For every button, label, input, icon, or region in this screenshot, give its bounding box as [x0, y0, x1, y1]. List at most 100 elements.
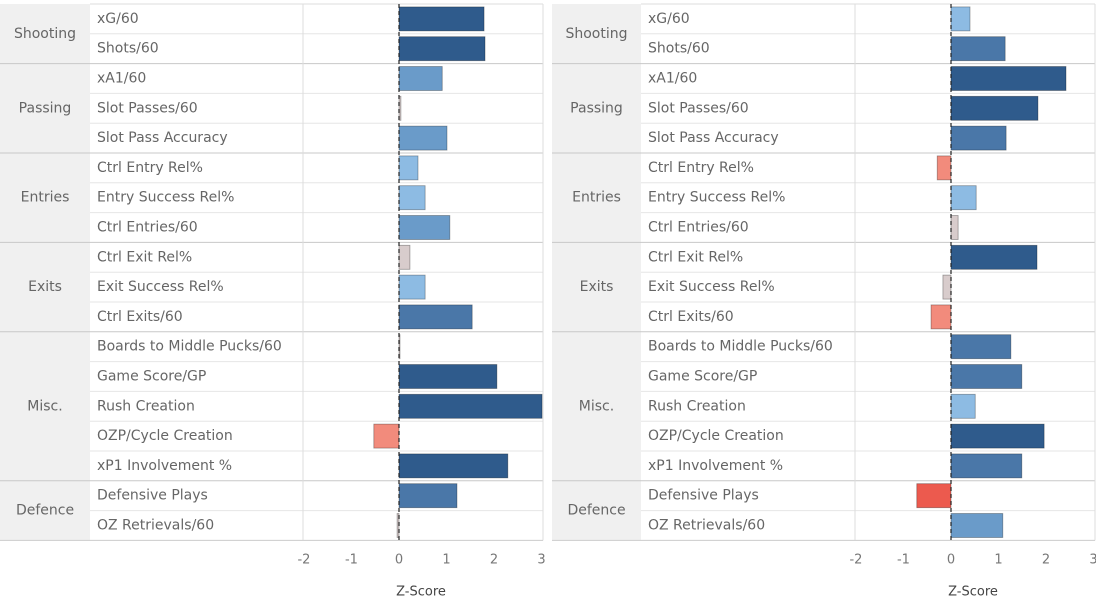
x-tick-label: 0	[947, 553, 955, 568]
group-label: Misc.	[579, 398, 614, 414]
metric-label: OZ Retrievals/60	[648, 518, 765, 534]
metric-label: Ctrl Exit Rel%	[648, 249, 743, 265]
bar	[950, 393, 976, 419]
metric-label: xA1/60	[97, 71, 146, 87]
x-tick-label: -1	[897, 553, 910, 568]
bar	[930, 304, 952, 330]
group-cell	[0, 153, 90, 243]
bar	[950, 364, 1023, 389]
bar	[398, 364, 498, 389]
group-label: Exits	[580, 279, 614, 295]
bar	[950, 95, 1039, 121]
bar	[398, 274, 426, 300]
metric-label: Entry Success Rel%	[97, 190, 234, 206]
group-label: Passing	[19, 100, 72, 116]
group-label: Entries	[572, 190, 621, 206]
metric-label: Defensive Plays	[97, 488, 208, 504]
metric-label: xG/60	[648, 11, 690, 27]
bar	[950, 244, 1038, 270]
group-cell	[552, 480, 641, 541]
metric-label: Rush Creation	[648, 398, 746, 414]
x-tick-label: 1	[442, 553, 450, 568]
metric-label: Exit Success Rel%	[97, 279, 224, 295]
metric-label: Shots/60	[648, 41, 710, 57]
metric-label: Entry Success Rel%	[648, 190, 785, 206]
x-tick-label: 2	[1042, 553, 1050, 568]
bar	[398, 155, 419, 181]
metric-label: Ctrl Exits/60	[648, 309, 734, 325]
bar	[398, 453, 509, 479]
bar	[373, 423, 400, 449]
metric-label: Exit Success Rel%	[648, 279, 775, 295]
metric-label: Slot Pass Accuracy	[97, 130, 228, 146]
bar	[950, 125, 1007, 151]
bar	[950, 215, 959, 240]
bar	[398, 304, 473, 330]
metric-label: OZP/Cycle Creation	[97, 428, 233, 444]
group-cell	[552, 4, 641, 64]
bar	[398, 125, 448, 151]
metric-label: OZ Retrievals/60	[97, 518, 214, 534]
x-axis-label: Z-Score	[396, 585, 446, 600]
bar	[950, 334, 1012, 360]
bar	[398, 6, 485, 32]
x-tick-label: 3	[537, 553, 545, 568]
metric-label: Game Score/GP	[648, 369, 757, 385]
metric-label: Slot Passes/60	[648, 100, 749, 116]
group-cell	[0, 331, 90, 481]
group-label: Entries	[21, 190, 70, 206]
group-cell	[0, 4, 90, 64]
metric-label: Shots/60	[97, 41, 159, 57]
x-tick-label: -2	[297, 553, 310, 568]
metric-label: xG/60	[97, 11, 139, 27]
bar	[398, 36, 486, 62]
group-cell	[0, 63, 90, 153]
group-cell	[0, 242, 90, 332]
bar	[936, 155, 952, 181]
x-tick-label: -1	[345, 553, 358, 568]
group-cell	[552, 331, 641, 481]
group-label: Passing	[570, 100, 623, 116]
metric-label: Slot Pass Accuracy	[648, 130, 779, 146]
metric-label: OZP/Cycle Creation	[648, 428, 784, 444]
bar	[950, 36, 1006, 62]
metric-label: Ctrl Entry Rel%	[648, 160, 754, 176]
metric-label: xP1 Involvement %	[648, 458, 783, 474]
x-tick-label: 0	[395, 553, 403, 568]
metric-label: Boards to Middle Pucks/60	[97, 339, 282, 355]
group-cell	[552, 153, 641, 243]
bar	[398, 66, 443, 91]
group-label: Exits	[28, 279, 62, 295]
bar	[916, 483, 952, 509]
metric-label: xP1 Involvement %	[97, 458, 232, 474]
metric-label: xA1/60	[648, 71, 697, 87]
group-cell	[552, 242, 641, 332]
bar	[950, 423, 1045, 449]
bar	[950, 6, 971, 32]
bar	[950, 513, 1004, 538]
group-label: Shooting	[14, 26, 76, 42]
bar	[398, 393, 543, 419]
x-tick-label: -2	[849, 553, 862, 568]
group-label: Shooting	[565, 26, 627, 42]
metric-label: Game Score/GP	[97, 369, 206, 385]
x-axis-label: Z-Score	[948, 585, 998, 600]
bar	[950, 453, 1023, 479]
bar	[398, 244, 411, 270]
bar	[950, 185, 977, 211]
metric-label: Rush Creation	[97, 398, 195, 414]
metric-label: Defensive Plays	[648, 488, 759, 504]
group-cell	[552, 63, 641, 153]
metric-label: Ctrl Entry Rel%	[97, 160, 203, 176]
metric-label: Ctrl Exits/60	[97, 309, 183, 325]
bar	[398, 215, 451, 240]
group-cell	[0, 480, 90, 541]
x-tick-label: 2	[490, 553, 498, 568]
x-tick-label: 1	[994, 553, 1002, 568]
x-tick-label: 3	[1089, 553, 1096, 568]
metric-label: Boards to Middle Pucks/60	[648, 339, 833, 355]
bar	[398, 95, 402, 121]
bar	[942, 274, 952, 300]
group-label: Defence	[567, 503, 625, 519]
